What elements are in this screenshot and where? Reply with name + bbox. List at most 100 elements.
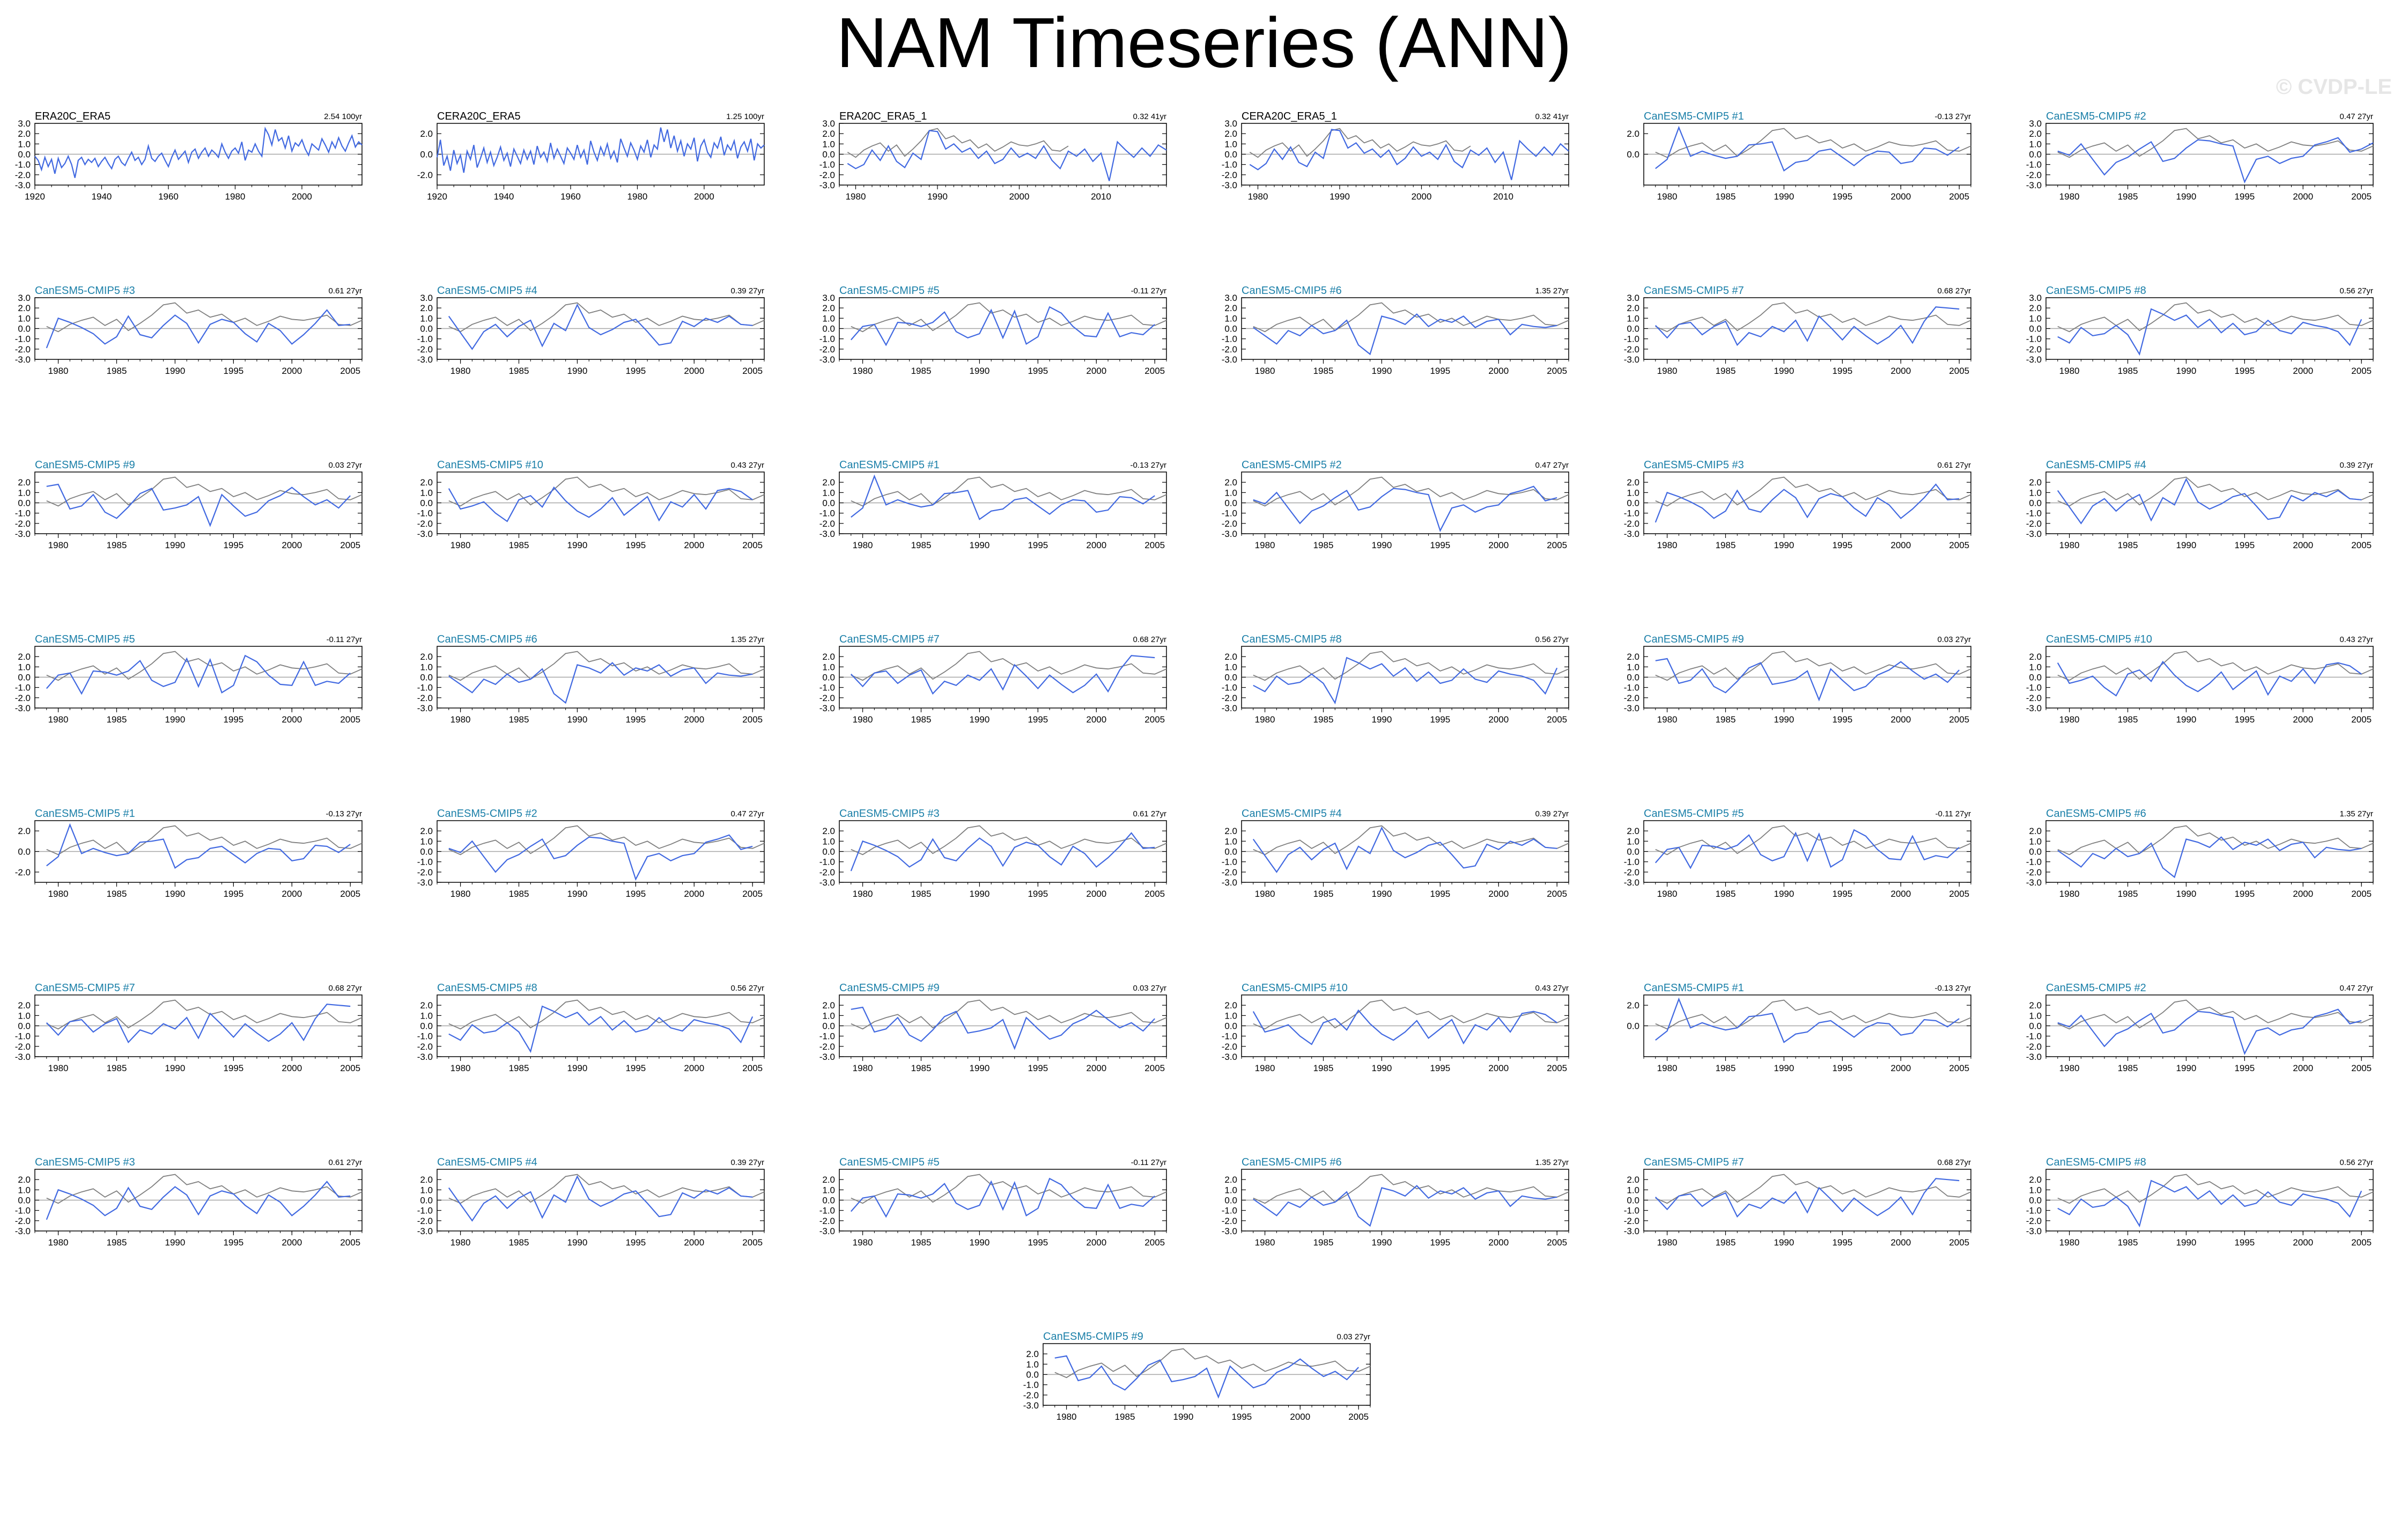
panel-trend: 0.39 27yr: [730, 1158, 764, 1167]
x-tick-label: 2005: [742, 1237, 763, 1248]
y-tick-label: 2.0: [1026, 1349, 1039, 1359]
x-tick-label: 1990: [970, 889, 990, 899]
y-tick-label: -1.0: [417, 857, 433, 867]
y-tick-label: -2.0: [819, 170, 835, 180]
y-tick-label: -2.0: [1624, 344, 1639, 355]
y-tick-label: 3.0: [1627, 293, 1639, 303]
x-tick-label: 1985: [1716, 714, 1736, 725]
y-tick-label: 3.0: [822, 293, 835, 303]
x-tick-label: 2005: [1547, 540, 1567, 550]
y-tick-label: 0.0: [1224, 673, 1237, 683]
x-tick-label: 1990: [970, 714, 990, 725]
x-tick-label: 2005: [340, 1237, 360, 1248]
x-tick-label: 1985: [1313, 366, 1334, 376]
series-line: [2057, 308, 2362, 356]
y-tick-label: 2.0: [1224, 477, 1237, 488]
panel-plot: 2.01.00.0-1.0-2.0-3.0 1980 1985 1990 1995 200…: [2026, 471, 2374, 550]
series-line: [2057, 1008, 2362, 1056]
y-tick-label: -1.0: [15, 1206, 31, 1216]
panel-title: CanESM5-CMIP5 #5: [35, 633, 135, 645]
x-tick-label: 2005: [2351, 540, 2372, 550]
y-tick-label: -2.0: [15, 170, 31, 180]
x-tick-label: 2000: [1009, 191, 1030, 202]
y-tick-label: 0.0: [1224, 847, 1237, 857]
timeseries-panel: CanESM5-CMIP5 #10 0.43 27yr 2.0 1.0 0.0 -1.0-…: [1222, 982, 1579, 1086]
x-tick-label: 1980: [1657, 1237, 1678, 1248]
y-tick-label: 2.0: [420, 826, 433, 836]
panel-title: CanESM5-CMIP5 #4: [437, 1156, 537, 1168]
y-tick-label: 3.0: [18, 293, 31, 303]
x-tick-label: 1980: [853, 540, 873, 550]
y-tick-label: -2.0: [1222, 1216, 1237, 1226]
x-tick-label: 1985: [509, 889, 529, 899]
x-tick-label: 2000: [1488, 366, 1509, 376]
x-tick-label: 1990: [567, 889, 588, 899]
x-tick-label: 2000: [684, 714, 704, 725]
x-tick-label: 1980: [846, 191, 866, 202]
y-tick-label: 0.0: [420, 1196, 433, 1206]
y-tick-label: -3.0: [15, 1052, 31, 1062]
panel-trend: 0.68 27yr: [1133, 635, 1166, 644]
y-tick-label: 3.0: [2029, 293, 2042, 303]
y-tick-label: -2.0: [417, 1216, 433, 1226]
x-tick-label: 1980: [48, 889, 69, 899]
y-tick-label: -1.0: [1624, 857, 1639, 867]
panel-trend: -0.13 27yr: [1934, 984, 1971, 993]
y-tick-label: 2.0: [822, 129, 835, 139]
x-tick-label: 1980: [450, 540, 471, 550]
y-tick-label: -3.0: [819, 529, 835, 539]
panel-trend: 0.68 27yr: [1937, 286, 1971, 296]
y-tick-label: -1.0: [1624, 334, 1639, 344]
obs-overlay-line: [2057, 476, 2374, 507]
x-tick-label: 2005: [1949, 366, 1969, 376]
panel-trend: 0.39 27yr: [2339, 461, 2373, 470]
y-tick-label: -1.0: [1023, 1380, 1039, 1390]
y-tick-label: 0.0: [420, 498, 433, 508]
x-tick-label: 2005: [742, 1063, 763, 1073]
y-tick-label: -3.0: [15, 355, 31, 365]
x-tick-label: 2000: [1086, 714, 1106, 725]
series-line: [436, 127, 765, 173]
panel-plot: 3.02.01.00.0-1.0-2.0-3.0 1980 1985 1990 1995…: [2026, 293, 2374, 376]
y-tick-label: -3.0: [417, 529, 433, 539]
y-tick-label: -1.0: [417, 1206, 433, 1216]
y-tick-label: 2.0: [420, 1175, 433, 1185]
y-tick-label: -2.0: [15, 867, 31, 878]
panel-title: CanESM5-CMIP5 #3: [839, 808, 940, 820]
panel-title: CERA20C_ERA5: [437, 110, 521, 122]
x-tick-label: 1990: [970, 366, 990, 376]
series-line: [2057, 836, 2362, 879]
x-tick-label: 2000: [1086, 540, 1106, 550]
panel-trend: -0.11 27yr: [1935, 809, 1971, 819]
x-tick-label: 1990: [1774, 1237, 1794, 1248]
y-tick-label: 2.0: [822, 477, 835, 488]
panel-trend: 0.32 41yr: [1133, 112, 1166, 121]
y-tick-label: 1.0: [420, 836, 433, 846]
y-tick-label: -1.0: [417, 334, 433, 344]
obs-overlay-line: [46, 999, 363, 1030]
x-tick-label: 2000: [1890, 889, 1911, 899]
panel-trend: 0.61 27yr: [328, 1158, 362, 1167]
y-tick-label: 0.0: [18, 498, 31, 508]
y-tick-label: -3.0: [819, 878, 835, 888]
x-tick-label: 1990: [1173, 1412, 1194, 1422]
y-tick-label: 0.0: [1627, 847, 1639, 857]
y-tick-label: 1.0: [1224, 488, 1237, 498]
panel-title: CanESM5-CMIP5 #3: [35, 1156, 135, 1168]
y-tick-label: -2.0: [417, 519, 433, 529]
y-tick-label: -2.0: [417, 693, 433, 703]
y-tick-label: -1.0: [1222, 160, 1237, 170]
y-tick-label: 0.0: [18, 1021, 31, 1031]
x-tick-label: 1980: [2059, 714, 2080, 725]
y-tick-label: 2.0: [1627, 1000, 1639, 1011]
x-tick-label: 1985: [911, 1063, 932, 1073]
x-tick-label: 1985: [1313, 714, 1334, 725]
panel-title: ERA20C_ERA5: [35, 110, 111, 122]
y-tick-label: -2.0: [417, 867, 433, 878]
obs-overlay-line: [851, 302, 1167, 333]
panel-title: CanESM5-CMIP5 #1: [35, 808, 135, 820]
panel-plot: 2.01.00.0-1.0-2.0-3.0 1980 1985 1990 1995 200…: [1222, 820, 1569, 899]
panel-trend: -0.11 27yr: [326, 635, 362, 644]
panel-plot: 2.01.00.0-1.0-2.0-3.0 1980 1985 1990 1995 200…: [1624, 820, 1971, 899]
